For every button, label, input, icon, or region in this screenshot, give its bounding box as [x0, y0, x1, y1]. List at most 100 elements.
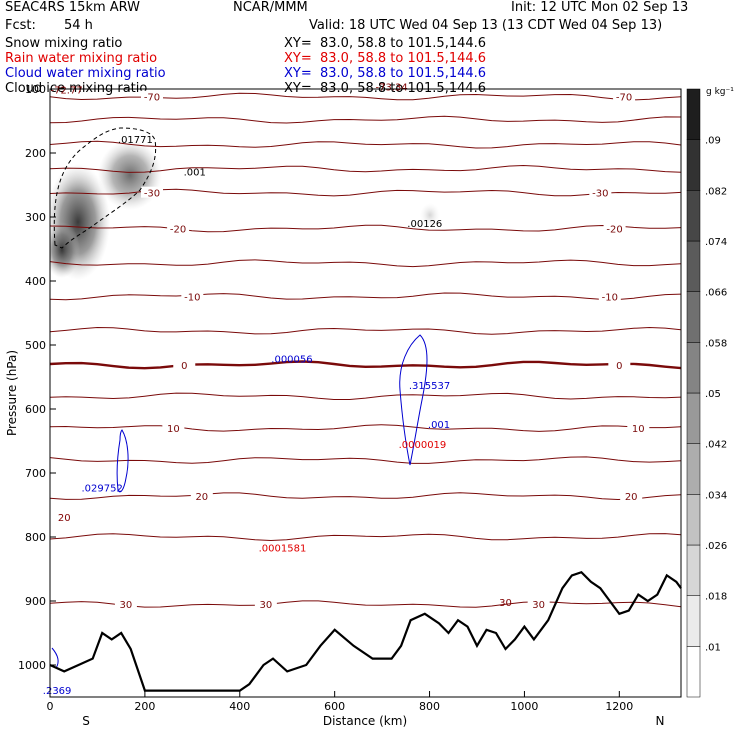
snow-contour [53, 127, 157, 249]
colorbar-swatch [686, 443, 701, 495]
colorbar-label: .082 [705, 186, 727, 197]
colorbar-label: .066 [705, 288, 727, 299]
isotherm-label: -70 [616, 93, 632, 104]
isotherm-label-bg [627, 422, 650, 434]
cloud-water-contour-left [116, 429, 129, 493]
isotherm-label-bg [254, 598, 277, 610]
colorbar: .01 .018 .026 .034 .042 .05 .058 .066 .074 .082 .0… [686, 88, 727, 698]
y-tick-label: 900 [25, 595, 46, 608]
isotherm-contour [50, 360, 681, 370]
colorbar-label: .042 [705, 440, 727, 451]
y-tick-label: 800 [25, 531, 46, 544]
contour-annotation: .000056 [271, 354, 312, 365]
field-label-rain: Rain water mixing ratio [5, 51, 158, 66]
isotherm-label-bg [162, 422, 185, 434]
x-axis-title: Distance (km) [323, 714, 407, 728]
colorbar-swatch [686, 240, 701, 292]
y-tick-label: 200 [25, 147, 46, 160]
valid-time: Valid: 18 UTC Wed 04 Sep 13 (13 CDT Wed … [309, 18, 663, 33]
isotherm-contour [50, 224, 681, 233]
x-tick-label: 0 [47, 700, 54, 713]
contour-annotation: -72.77 [50, 85, 82, 96]
colorbar-label: .018 [705, 592, 727, 603]
contour-annotation: .01771 [118, 135, 153, 146]
isotherm-label-bg [598, 290, 621, 302]
isotherm-contour [50, 259, 681, 268]
cloud-water-contour-center [399, 334, 428, 466]
isotherm-label-bg [114, 598, 137, 610]
y-tick-label: 300 [25, 211, 46, 224]
terrain-line [49, 570, 682, 692]
isotherm-label: -20 [170, 225, 186, 236]
isotherm-label-bg [589, 186, 612, 198]
contour-annotation: .001 [428, 420, 450, 431]
colorbar-label: .05 [705, 389, 721, 400]
x-tick-label: 400 [229, 700, 250, 713]
isotherm-contour [50, 164, 681, 173]
y-tick-label: 700 [25, 467, 46, 480]
isotherm-contour [50, 533, 681, 542]
field-xy-cloud-water: XY= 83.0, 58.8 to 101.5,144.6 [284, 66, 487, 81]
init-time: Init: 12 UTC Mon 02 Sep 13 [511, 0, 689, 15]
isotherm-label-bg [608, 358, 631, 370]
colorbar-swatch [686, 494, 701, 546]
field-label-snow: Snow mixing ratio [5, 36, 123, 51]
field-xy-rain: XY= 83.0, 58.8 to 101.5,144.6 [284, 51, 487, 66]
contour-annotation: .00126 [407, 219, 442, 230]
y-tick-label: 1000 [18, 659, 46, 672]
colorbar-swatch [686, 291, 701, 343]
isotherm-contour [50, 456, 681, 464]
colorbar-swatch [686, 646, 701, 698]
isotherm-label-bg [620, 490, 643, 502]
colorbar-label: .09 [705, 136, 721, 147]
y-tick-label: 600 [25, 403, 46, 416]
isotherm-contour [50, 600, 681, 608]
model-title: SEAC4RS 15km ARW [5, 0, 141, 15]
colorbar-label: .026 [705, 541, 727, 552]
isotherm-label: 10 [167, 424, 180, 435]
contour-annotation: .001 [184, 167, 206, 178]
colorbar-label: .034 [705, 490, 727, 501]
isotherm-label-bg [613, 90, 636, 102]
isotherm-label: -10 [602, 292, 618, 303]
isotherm-label: -20 [606, 225, 622, 236]
isotherm-contour [50, 140, 681, 149]
plot-frame [49, 88, 682, 698]
forecast-hour: 54 h [64, 18, 93, 33]
isotherm-label: 30 [532, 600, 545, 611]
x-tick-label: 800 [419, 700, 440, 713]
isotherm-contour [50, 326, 681, 335]
isotherm-contour [50, 115, 681, 124]
colorbar-swatch [686, 595, 701, 647]
isotherm-contour [50, 392, 681, 400]
isotherm-label-bg [190, 490, 213, 502]
x-tick-label: 200 [134, 700, 155, 713]
isotherm-label: -30 [592, 189, 608, 200]
contour-annotation: .2369 [43, 686, 72, 697]
colorbar-swatch [686, 88, 701, 140]
field-xy-snow: XY= 83.0, 58.8 to 101.5,144.6 [284, 36, 487, 51]
field-label-cloud-water: Cloud water mixing ratio [5, 66, 166, 81]
isotherm-label-bg [181, 290, 204, 302]
y-tick-label: 400 [25, 275, 46, 288]
y-tick-label: 100 [25, 83, 46, 96]
contour-annotation: .0001581 [259, 544, 307, 555]
isotherm-label-bg [527, 598, 550, 610]
x-tick-label: 1200 [605, 700, 633, 713]
colorbar-swatch [686, 342, 701, 394]
x-tick-label: 1000 [510, 700, 538, 713]
colorbar-swatch [686, 392, 701, 444]
ice-shading-patch [420, 203, 440, 227]
isotherm-contour [50, 492, 681, 501]
isotherm-label-bg [603, 222, 626, 234]
cloud-water-contour-corner [51, 647, 59, 669]
colorbar-label: .01 [705, 642, 721, 653]
contour-annotation: .0000019 [399, 440, 447, 451]
isotherm-contour [50, 424, 681, 432]
endpoint-north: N [656, 714, 665, 728]
colorbar-swatch [686, 190, 701, 242]
contour-annotation: -73.34 [375, 82, 407, 93]
isotherm-label-bg [141, 90, 164, 102]
colorbar-label: .074 [705, 237, 727, 248]
